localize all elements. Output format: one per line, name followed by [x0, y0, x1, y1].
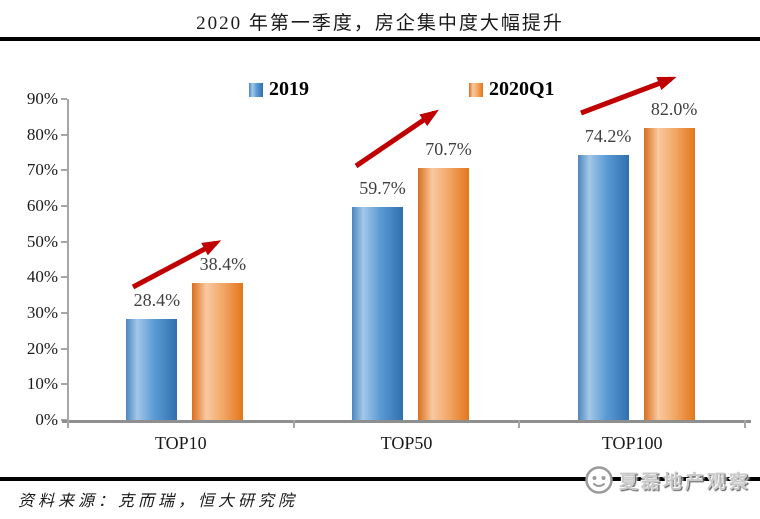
y-tick-label: 0% — [35, 410, 58, 429]
bar-top10-2020Q1 — [192, 283, 244, 420]
y-tick-mark — [61, 312, 67, 314]
y-tick-label: 80% — [26, 124, 58, 144]
x-category-label-top10: TOP10 — [154, 433, 207, 453]
y-tick-label: 20% — [26, 338, 58, 358]
bar-value-label-top10-2019: 28.4% — [133, 289, 181, 310]
legend-label-2020q1: 2020Q1 — [489, 78, 555, 100]
y-tick-label: 70% — [26, 160, 58, 180]
y-tick-label: 50% — [26, 231, 58, 251]
source-note: 资料来源：克而瑞，恒大研究院 — [18, 493, 299, 510]
watermark-badge: 夏磊地产观察 — [584, 463, 751, 497]
bar-top50-2020Q1 — [418, 167, 469, 420]
bar-top10-2019 — [126, 318, 178, 420]
y-tick-mark — [61, 276, 67, 279]
x-category-label-top50: TOP50 — [380, 433, 433, 453]
legend-label-2019: 2019 — [269, 78, 309, 100]
watermark-logo-icon — [585, 466, 613, 494]
watermark-text: 夏磊地产观察 — [619, 471, 752, 493]
y-tick-label: 90% — [26, 89, 58, 108]
legend-item-2019: 2019 — [249, 78, 309, 101]
bar-value-label-top50-2019: 59.7% — [359, 178, 406, 199]
bar-value-label-top100-2020Q1: 82.0% — [650, 98, 698, 119]
y-tick-label: 40% — [26, 267, 58, 287]
bar-value-label-top50-2020Q1: 70.7% — [425, 138, 472, 159]
legend-swatch-2019 — [249, 82, 263, 97]
x-axis-baseline — [62, 420, 751, 423]
y-tick-mark — [61, 169, 67, 172]
y-tick-mark — [61, 383, 67, 386]
y-tick-mark — [61, 240, 67, 243]
bottom-divider-rule — [0, 477, 760, 481]
y-tick-label: 60% — [26, 196, 58, 215]
y-axis-line — [67, 99, 69, 420]
bar-value-label-top100-2019: 74.2% — [584, 126, 632, 147]
legend-item-2020q1: 2020Q1 — [469, 78, 555, 101]
bar-top50-2019 — [352, 207, 403, 420]
y-tick-mark — [61, 347, 67, 350]
x-category-label-top100: TOP100 — [601, 433, 663, 453]
x-tick-mark — [292, 420, 295, 428]
y-tick-mark — [61, 205, 67, 207]
top-divider-rule — [0, 37, 760, 41]
y-tick-label: 10% — [26, 374, 58, 394]
chart-title: 2020 年第一季度，房企集中度大幅提升 — [196, 13, 564, 34]
bar-top100-2019 — [577, 155, 629, 420]
y-tick-mark — [61, 133, 67, 136]
x-tick-mark — [67, 420, 69, 428]
x-tick-mark — [518, 420, 521, 428]
y-tick-mark — [61, 98, 67, 100]
legend-swatch-2020q1 — [469, 82, 483, 97]
chart-legend: 2019 2020Q1 — [0, 78, 760, 102]
bar-top100-2020Q1 — [643, 127, 695, 420]
y-tick-label: 30% — [26, 303, 58, 322]
x-tick-mark — [744, 420, 746, 428]
bar-value-label-top10-2020Q1: 38.4% — [199, 254, 247, 275]
